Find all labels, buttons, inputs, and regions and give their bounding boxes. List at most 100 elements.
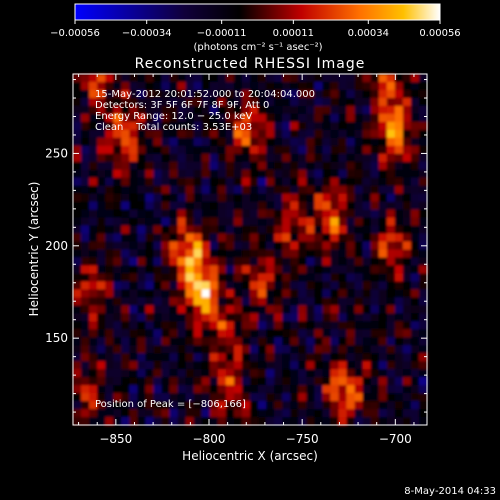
heatmap-cell (209, 417, 219, 426)
heatmap-cell (322, 289, 332, 298)
heatmap-cell (145, 161, 155, 171)
heatmap-cell (258, 81, 267, 91)
heatmap-cell (354, 177, 364, 187)
heatmap-cell (322, 337, 332, 346)
heatmap-cell (282, 185, 291, 195)
heatmap-cell (266, 417, 275, 426)
heatmap-cell (81, 369, 90, 378)
heatmap-cell (282, 257, 291, 267)
heatmap-cell (89, 193, 98, 203)
heatmap-cell (306, 273, 315, 283)
heatmap-cell (362, 209, 372, 219)
heatmap-cell (113, 185, 122, 195)
heatmap-cell (322, 345, 332, 354)
heatmap-cell (89, 337, 98, 346)
heatmap-cell (402, 361, 412, 370)
heatmap-cell (177, 297, 187, 306)
heatmap-cell (306, 265, 315, 275)
heatmap-cell (346, 353, 356, 362)
heatmap-cell (258, 369, 267, 378)
heatmap-cell (209, 393, 219, 402)
heatmap-cell (97, 345, 106, 354)
heatmap-cell (193, 393, 203, 402)
heatmap-cell (298, 121, 307, 131)
heatmap-cell (298, 321, 307, 330)
heatmap-cell (73, 281, 82, 290)
heatmap-cell (274, 137, 283, 147)
heatmap-cell (386, 225, 396, 235)
heatmap-cell (378, 393, 388, 402)
heatmap-cell (290, 401, 299, 410)
heatmap-cell (338, 74, 348, 83)
heatmap-cell (161, 161, 171, 171)
heatmap-cell (314, 265, 324, 275)
heatmap-cell (105, 113, 114, 123)
heatmap-cell (145, 409, 155, 418)
heatmap-cell (177, 74, 187, 83)
y-tick-label: 200 (45, 239, 68, 253)
heatmap-cell (145, 185, 155, 195)
heatmap-cell (193, 409, 203, 418)
heatmap-cell (418, 393, 428, 402)
heatmap-cell (129, 233, 138, 243)
heatmap-cell (362, 409, 372, 418)
heatmap-cell (169, 369, 179, 378)
heatmap-cell (81, 257, 90, 267)
heatmap-cell (402, 137, 412, 147)
heatmap-cell (233, 225, 243, 235)
heatmap-cell (185, 329, 195, 338)
heatmap-cell (217, 249, 227, 259)
heatmap-cell (410, 233, 420, 243)
heatmap-cell (113, 233, 122, 243)
heatmap-cell (81, 233, 90, 243)
heatmap-cell (266, 273, 275, 283)
heatmap-cell (338, 153, 348, 163)
heatmap-cell (362, 329, 372, 338)
heatmap-cell (290, 129, 299, 139)
heatmap-cell (121, 361, 130, 370)
heatmap-cell (161, 233, 171, 243)
heatmap-cell (290, 233, 299, 243)
colorbar-tick-label: 0.00011 (273, 28, 314, 39)
heatmap-cell (225, 233, 235, 243)
heatmap-cell (169, 185, 179, 195)
heatmap-cell (306, 313, 315, 322)
heatmap-cell (314, 385, 324, 394)
heatmap-cell (250, 401, 259, 410)
heatmap-cell (225, 401, 235, 410)
heatmap-cell (250, 377, 259, 386)
heatmap-cell (330, 241, 340, 251)
heatmap-cell (402, 241, 412, 251)
heatmap-cell (113, 361, 122, 370)
heatmap-cell (274, 201, 283, 211)
heatmap-cell (129, 217, 138, 227)
heatmap-cell (209, 137, 219, 147)
heatmap-cell (394, 129, 404, 139)
heatmap-cell (314, 193, 324, 203)
heatmap-cell (386, 289, 396, 298)
heatmap-cell (193, 377, 203, 386)
heatmap-cell (201, 313, 211, 322)
heatmap-cell (209, 233, 219, 243)
heatmap-cell (145, 305, 155, 314)
heatmap-cell (362, 417, 372, 426)
heatmap-cell (233, 385, 243, 394)
heatmap-cell (258, 273, 267, 283)
heatmap-cell (137, 337, 147, 346)
heatmap-cell (298, 129, 307, 139)
heatmap-cell (105, 185, 114, 195)
heatmap-cell (410, 74, 420, 83)
heatmap-cell (394, 74, 404, 83)
heatmap-cell (161, 121, 171, 131)
heatmap-cell (201, 249, 211, 259)
heatmap-cell (233, 193, 243, 203)
heatmap-cell (145, 121, 155, 131)
heatmap-cell (241, 385, 251, 394)
heatmap-cell (81, 137, 90, 147)
heatmap-cell (306, 74, 315, 83)
heatmap-cell (193, 145, 203, 155)
heatmap-cell (274, 393, 283, 402)
heatmap-cell (89, 113, 98, 123)
heatmap-cell (386, 129, 396, 139)
heatmap-cell (418, 137, 428, 147)
